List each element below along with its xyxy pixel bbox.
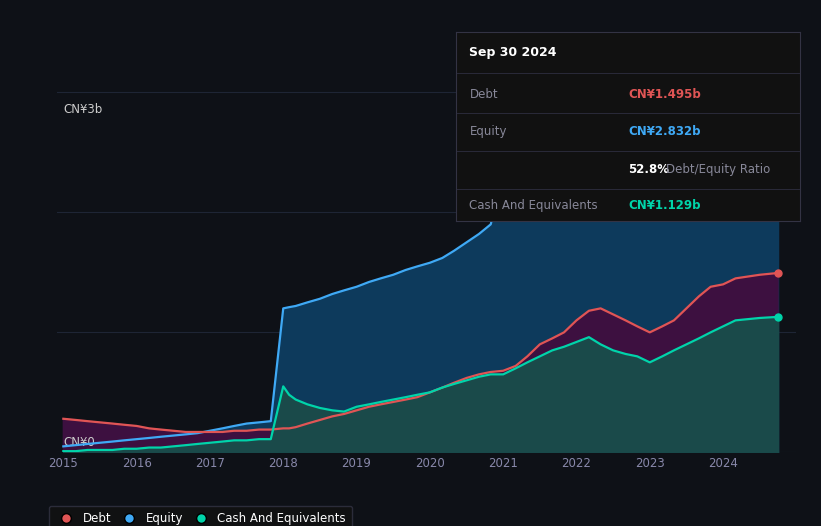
Text: Cash And Equivalents: Cash And Equivalents <box>470 199 598 213</box>
Text: CN¥1.495b: CN¥1.495b <box>628 87 701 100</box>
Text: CN¥3b: CN¥3b <box>63 103 103 116</box>
Text: CN¥2.832b: CN¥2.832b <box>628 125 700 138</box>
Text: 52.8%: 52.8% <box>628 163 669 176</box>
Text: CN¥0: CN¥0 <box>63 436 95 449</box>
Text: Debt: Debt <box>470 87 498 100</box>
Text: Sep 30 2024: Sep 30 2024 <box>470 46 557 59</box>
Text: Debt/Equity Ratio: Debt/Equity Ratio <box>666 163 770 176</box>
Legend: Debt, Equity, Cash And Equivalents: Debt, Equity, Cash And Equivalents <box>48 506 352 526</box>
Text: Equity: Equity <box>470 125 507 138</box>
Text: CN¥1.129b: CN¥1.129b <box>628 199 700 213</box>
